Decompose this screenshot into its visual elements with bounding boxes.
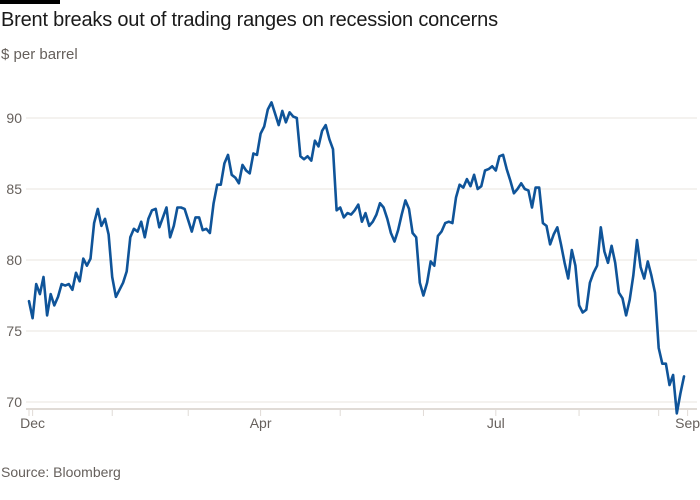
x-tick-label: Sep	[675, 415, 700, 431]
y-tick-label: 80	[6, 252, 22, 268]
y-tick-label: 85	[6, 181, 22, 197]
series-line-brent	[27, 101, 686, 415]
chart-subtitle: $ per barrel	[1, 46, 78, 63]
x-tick-label: Apr	[250, 415, 272, 431]
y-tick-label: 90	[6, 110, 22, 126]
x-tick-label: Dec	[20, 415, 45, 431]
source-note: Source: Bloomberg	[1, 464, 121, 480]
y-tick-label: 75	[6, 323, 22, 339]
chart-title: Brent breaks out of trading ranges on re…	[1, 9, 498, 31]
x-tick-label: Jul	[487, 415, 505, 431]
y-tick-label: 70	[6, 394, 22, 410]
brand-bar	[0, 0, 60, 4]
